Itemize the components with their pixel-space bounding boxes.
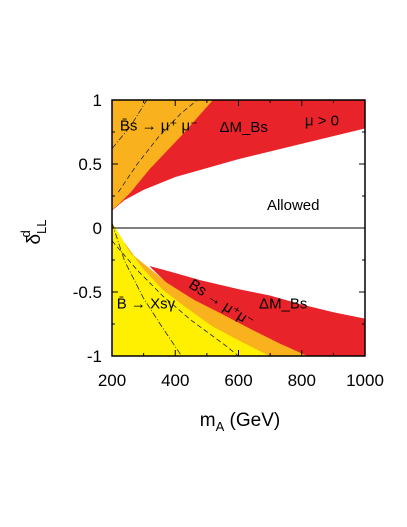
y-tick-label: 0.5: [78, 155, 102, 174]
x-tick-label: 600: [224, 371, 252, 390]
annotation-dmbs-lower: ΔM_Bs: [259, 296, 307, 313]
y-tick-label: 0: [93, 219, 102, 238]
y-tick-label: -1: [87, 347, 102, 366]
annotation-dmbs-upper: ΔM_Bs: [220, 119, 268, 136]
dashed-curve-0: [117, 99, 198, 193]
y-tick-label: 1: [93, 91, 102, 110]
annotation-allowed: Allowed: [267, 197, 320, 214]
dashed-curve-1: [111, 240, 239, 357]
y-tick-label: -0.5: [73, 283, 102, 302]
annotation-b-to-xs: B̄ → Xsγ: [117, 296, 176, 313]
x-tick-label: 400: [161, 371, 189, 390]
x-tick-label: 1000: [346, 371, 384, 390]
axis-ticks: [111, 99, 366, 357]
x-tick-label: 200: [98, 371, 126, 390]
annotation-bs-upper: B̄s → μ⁺ μ⁻: [120, 118, 198, 135]
dashdot-curve-1: [111, 222, 182, 357]
dashdot-curve-0: [111, 99, 148, 149]
y-axis-label: δLLd: [18, 219, 49, 244]
annotation-mu-gt0: μ > 0: [305, 113, 339, 130]
region-upper-red: [111, 99, 366, 211]
boundary-curves: [111, 99, 239, 357]
x-tick-label: 800: [288, 371, 316, 390]
tick-labels: 200 400 600 800 1000 1 0.5 0 -0.5 -1: [73, 91, 384, 390]
x-axis-label: mA (GeV): [200, 410, 280, 434]
